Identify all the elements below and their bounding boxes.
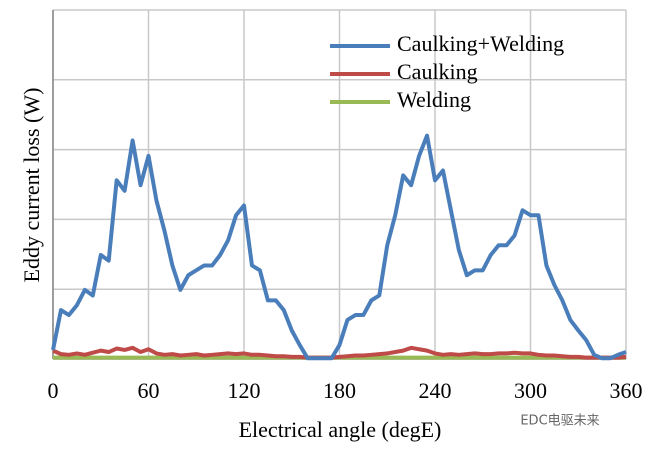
- legend-label: Caulking: [397, 59, 478, 84]
- legend-label: Welding: [397, 87, 471, 112]
- x-tick-label: 240: [419, 378, 452, 403]
- x-tick-label: 60: [138, 378, 160, 403]
- x-tick-label: 120: [228, 378, 261, 403]
- x-tick-label: 360: [610, 378, 643, 403]
- line-series: [51, 133, 627, 361]
- line-series: [52, 345, 627, 360]
- y-axis-label: Eddy current loss (W): [19, 88, 44, 283]
- x-tick-label: 180: [323, 378, 356, 403]
- legend-label: Caulking+Welding: [397, 31, 564, 56]
- x-tick-label: 0: [48, 378, 59, 403]
- x-axis-label: Electrical angle (degE): [239, 417, 442, 442]
- x-tick-label: 300: [514, 378, 547, 403]
- watermark: EDC电驱未来: [520, 414, 599, 429]
